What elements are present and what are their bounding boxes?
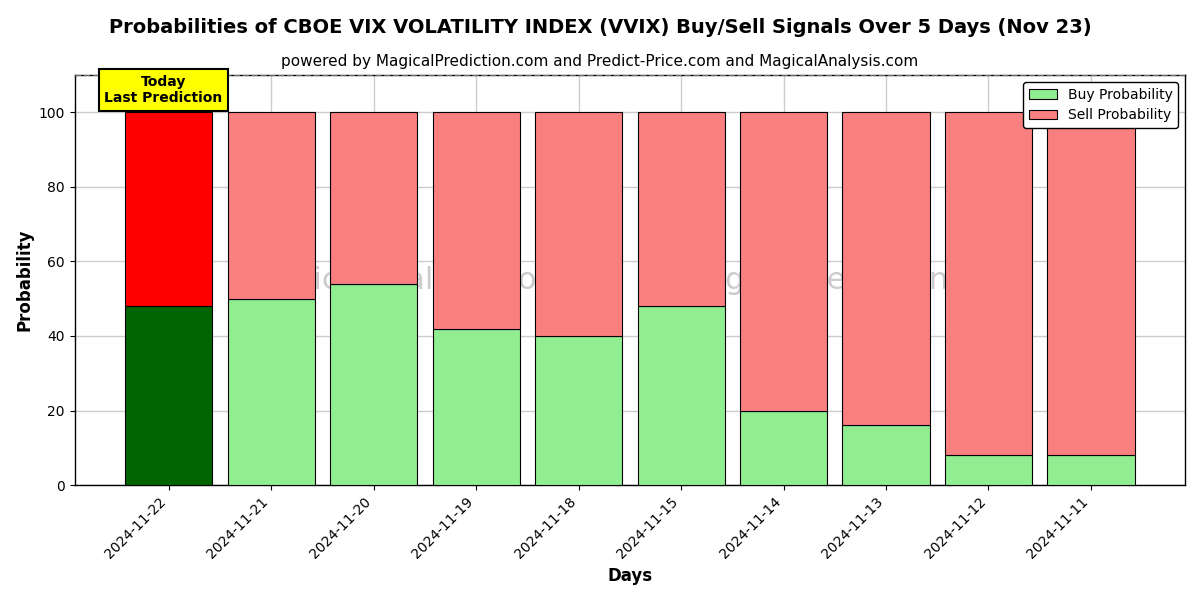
Text: Probabilities of CBOE VIX VOLATILITY INDEX (VVIX) Buy/Sell Signals Over 5 Days (: Probabilities of CBOE VIX VOLATILITY IND… <box>109 18 1091 37</box>
Bar <box>125 306 212 485</box>
Bar <box>842 425 930 485</box>
Bar <box>535 336 622 485</box>
Bar <box>228 112 314 299</box>
X-axis label: Days: Days <box>607 567 653 585</box>
Y-axis label: Probability: Probability <box>16 229 34 331</box>
Text: powered by MagicalPrediction.com and Predict-Price.com and MagicalAnalysis.com: powered by MagicalPrediction.com and Pre… <box>281 54 919 69</box>
Text: MagicalAnalysis.com: MagicalAnalysis.com <box>250 266 566 295</box>
Bar <box>432 112 520 329</box>
Text: MagicalPrediction.com: MagicalPrediction.com <box>680 266 1024 295</box>
Bar <box>637 306 725 485</box>
Bar <box>125 112 212 306</box>
Bar <box>944 112 1032 455</box>
Bar <box>1048 112 1134 455</box>
Bar <box>637 112 725 306</box>
Bar <box>432 329 520 485</box>
Bar <box>228 299 314 485</box>
Bar <box>535 112 622 336</box>
Bar <box>330 284 418 485</box>
Bar <box>740 410 827 485</box>
Bar <box>330 112 418 284</box>
Bar <box>1048 455 1134 485</box>
Bar <box>842 112 930 425</box>
Bar <box>740 112 827 410</box>
Legend: Buy Probability, Sell Probability: Buy Probability, Sell Probability <box>1024 82 1178 128</box>
Text: Today
Last Prediction: Today Last Prediction <box>104 75 223 105</box>
Bar <box>944 455 1032 485</box>
